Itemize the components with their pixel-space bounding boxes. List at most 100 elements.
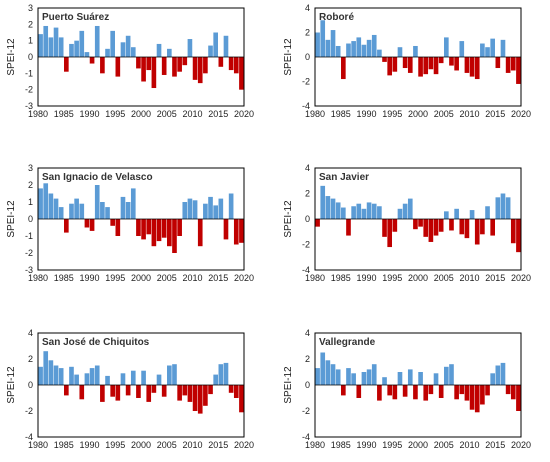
bar	[156, 374, 162, 385]
x-tick-label: 2020	[511, 273, 531, 283]
x-tick-label: 2015	[485, 109, 505, 119]
x-tick-label: 2005	[157, 440, 177, 450]
bar	[516, 57, 521, 84]
bar	[371, 203, 377, 219]
x-tick-label: 1985	[331, 273, 351, 283]
bar	[397, 47, 403, 57]
bar	[454, 385, 459, 400]
bar	[315, 368, 320, 385]
x-tick-label: 1990	[356, 440, 376, 450]
bar	[239, 219, 244, 243]
bar	[428, 385, 434, 395]
station-title: San José de Chiquitos	[42, 337, 150, 348]
bar	[74, 198, 79, 219]
bar	[130, 188, 136, 219]
bar	[510, 57, 516, 71]
bar	[197, 385, 203, 414]
bar	[110, 385, 115, 397]
bar	[449, 364, 454, 385]
bar	[233, 385, 239, 398]
bar	[330, 198, 336, 219]
bar	[233, 219, 239, 245]
bar	[428, 57, 434, 70]
x-tick-label: 2005	[157, 109, 177, 119]
bar	[105, 375, 110, 385]
bar	[516, 219, 521, 253]
x-tick-label: 1985	[54, 440, 74, 450]
bar	[495, 57, 501, 69]
bar	[105, 48, 110, 57]
y-tick-label: -2	[25, 85, 33, 95]
bar	[474, 219, 480, 245]
x-tick-label: 1990	[79, 109, 99, 119]
x-tick-label: 2010	[459, 273, 479, 283]
bar	[120, 42, 126, 57]
bar	[464, 57, 470, 73]
bar	[53, 365, 59, 385]
bar	[387, 385, 392, 396]
x-tick-label: 2010	[182, 273, 202, 283]
y-tick-label: -4	[25, 432, 33, 442]
bar	[177, 57, 182, 72]
x-tick-label: 1985	[331, 109, 351, 119]
x-tick-label: 2020	[234, 109, 254, 119]
bar	[115, 385, 121, 401]
bar	[192, 385, 198, 411]
x-tick-label: 2015	[485, 440, 505, 450]
bar	[407, 198, 413, 219]
y-tick-label: 0	[305, 52, 310, 62]
bar	[444, 37, 449, 57]
bar	[407, 369, 413, 385]
bar	[58, 37, 64, 57]
bar	[141, 370, 146, 385]
bar	[433, 373, 439, 385]
y-tick-label: -2	[302, 406, 310, 416]
bar	[505, 57, 511, 73]
bar	[43, 25, 49, 57]
bar	[115, 57, 121, 77]
bar	[361, 208, 367, 219]
bar	[495, 365, 501, 385]
bar	[228, 193, 234, 219]
y-tick-label: 4	[305, 3, 310, 13]
bar	[505, 385, 511, 395]
bar	[187, 39, 193, 57]
bar	[218, 198, 224, 219]
bar	[459, 385, 465, 395]
x-tick-label: 2020	[511, 109, 531, 119]
bar	[346, 219, 351, 236]
bar	[469, 210, 475, 219]
plot-frame	[314, 7, 522, 107]
bar	[69, 366, 74, 385]
bar	[100, 202, 105, 219]
x-tick-label: 1995	[105, 273, 125, 283]
bar	[146, 219, 152, 235]
bar	[182, 385, 188, 396]
x-tick-label: 2000	[408, 440, 428, 450]
bar	[53, 27, 59, 57]
bar	[464, 385, 470, 401]
bar	[151, 385, 157, 393]
y-tick-label: 0	[28, 380, 33, 390]
bar	[469, 57, 475, 77]
bar	[161, 219, 167, 238]
bar	[315, 219, 320, 227]
bar	[474, 57, 480, 80]
bar	[402, 203, 408, 219]
y-tick-label: 4	[305, 328, 310, 338]
x-tick-label: 2000	[131, 440, 151, 450]
bar	[218, 57, 224, 67]
x-tick-label: 2005	[434, 109, 454, 119]
bar	[444, 211, 449, 219]
x-tick-label: 2010	[459, 109, 479, 119]
bar	[366, 39, 372, 57]
bar	[392, 219, 398, 232]
bar	[351, 41, 356, 57]
y-tick-label: 4	[305, 163, 310, 173]
bar	[43, 351, 49, 385]
bar	[167, 365, 172, 385]
